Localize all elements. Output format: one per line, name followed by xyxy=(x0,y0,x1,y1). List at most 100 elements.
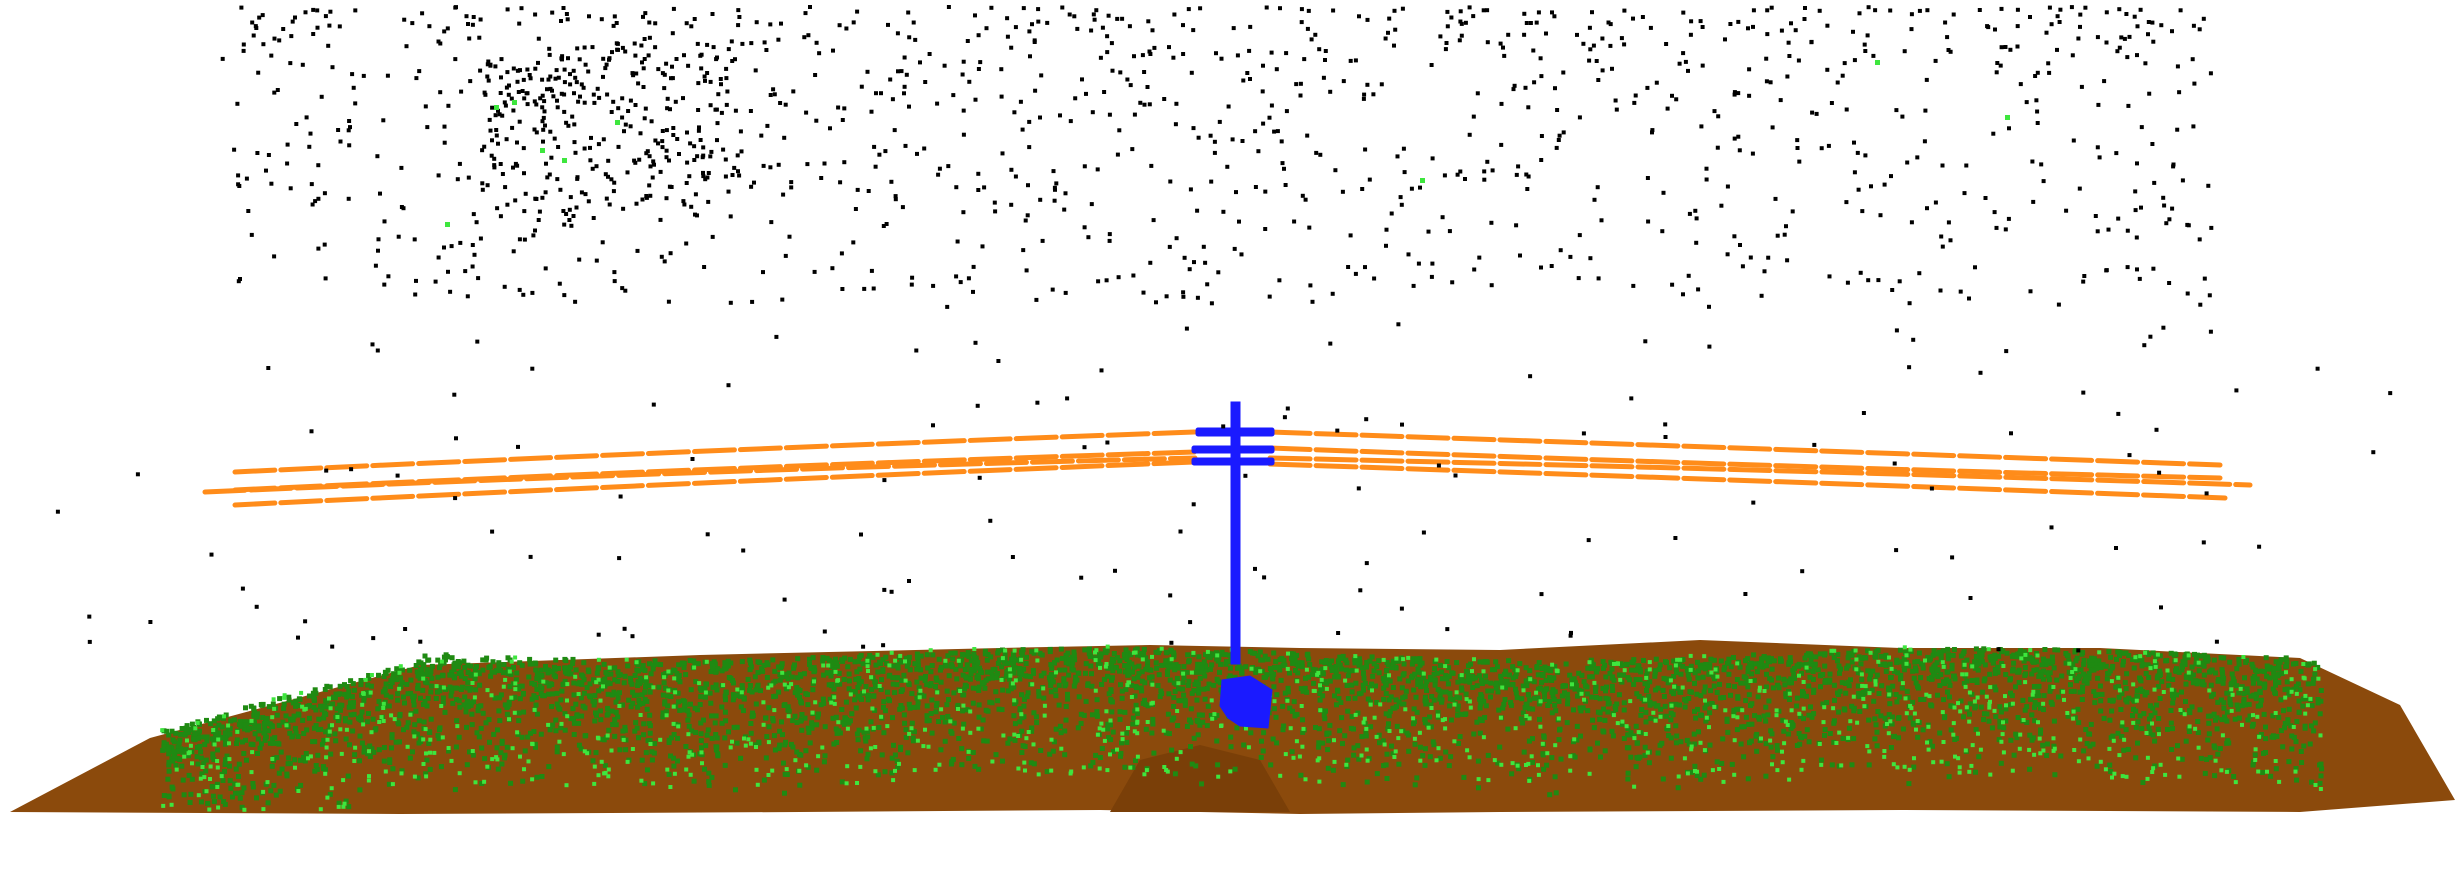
point xyxy=(579,713,585,719)
point xyxy=(1114,655,1120,661)
point xyxy=(1464,697,1469,702)
point xyxy=(284,771,290,777)
point xyxy=(2090,741,2096,747)
point xyxy=(1589,665,1595,671)
point xyxy=(2077,689,2083,695)
point xyxy=(1822,663,1828,669)
point xyxy=(568,664,573,670)
point xyxy=(575,681,581,687)
point xyxy=(703,690,708,695)
point xyxy=(899,678,905,683)
point xyxy=(1364,726,1369,731)
point xyxy=(1789,708,1794,713)
point xyxy=(208,777,212,781)
point xyxy=(1345,673,1351,679)
point xyxy=(1234,725,1240,731)
point xyxy=(220,778,226,783)
point xyxy=(204,738,210,744)
point xyxy=(698,694,704,700)
point xyxy=(2255,714,2260,719)
point xyxy=(1776,675,1782,681)
point xyxy=(608,671,614,677)
point xyxy=(1481,698,1487,704)
point xyxy=(2157,696,2163,701)
point xyxy=(171,753,177,759)
point xyxy=(1618,661,1624,667)
point xyxy=(455,724,460,729)
point xyxy=(526,674,532,680)
point xyxy=(1443,726,1448,731)
point xyxy=(2022,672,2028,678)
point xyxy=(636,668,641,674)
point xyxy=(2165,726,2170,732)
point xyxy=(692,660,698,666)
point xyxy=(625,759,630,764)
point xyxy=(2073,667,2078,672)
point xyxy=(379,715,384,720)
point xyxy=(660,692,666,698)
point xyxy=(2203,656,2209,662)
point xyxy=(2182,712,2187,717)
point xyxy=(704,732,710,738)
point xyxy=(1875,709,1881,714)
point xyxy=(959,746,965,752)
point xyxy=(2183,738,2189,744)
point xyxy=(2050,659,2056,665)
point xyxy=(1454,694,1460,700)
point xyxy=(649,757,655,763)
point xyxy=(1166,691,1172,697)
point xyxy=(2221,705,2227,711)
point xyxy=(906,701,912,707)
point xyxy=(1317,779,1322,784)
point xyxy=(1132,708,1138,714)
point xyxy=(2073,658,2079,664)
point xyxy=(1657,662,1663,668)
point xyxy=(1208,713,1214,718)
point xyxy=(961,692,967,698)
point xyxy=(1745,669,1751,675)
point xyxy=(833,669,838,674)
point xyxy=(960,652,966,657)
point xyxy=(1053,693,1059,699)
point xyxy=(668,753,673,759)
point xyxy=(530,741,535,746)
point xyxy=(2215,699,2221,705)
point xyxy=(1749,721,1755,727)
point xyxy=(476,671,482,677)
point xyxy=(2041,707,2046,713)
point xyxy=(343,798,349,804)
point xyxy=(559,688,565,694)
point xyxy=(2172,651,2178,657)
point xyxy=(2019,652,2025,658)
point xyxy=(2035,653,2040,658)
point xyxy=(1633,764,1639,770)
point xyxy=(1929,676,1935,682)
point xyxy=(1839,763,1844,768)
point xyxy=(980,717,986,723)
point xyxy=(1625,726,1631,732)
point xyxy=(1467,679,1473,685)
point xyxy=(794,749,800,755)
point xyxy=(395,668,401,674)
point xyxy=(274,712,280,718)
point xyxy=(1707,725,1711,730)
point xyxy=(553,674,558,680)
point xyxy=(1945,646,1951,652)
point xyxy=(755,659,761,665)
point xyxy=(1148,667,1154,673)
point xyxy=(1989,654,1995,659)
point xyxy=(1613,707,1619,712)
point xyxy=(1503,668,1509,674)
point xyxy=(2100,662,2106,668)
point xyxy=(1526,738,1532,744)
point xyxy=(965,650,971,656)
point xyxy=(476,734,482,740)
point xyxy=(2157,653,2163,659)
point xyxy=(1105,673,1111,679)
point xyxy=(2311,660,2317,666)
point xyxy=(1845,655,1851,661)
point xyxy=(956,658,961,663)
point xyxy=(381,706,386,710)
point xyxy=(223,712,229,718)
